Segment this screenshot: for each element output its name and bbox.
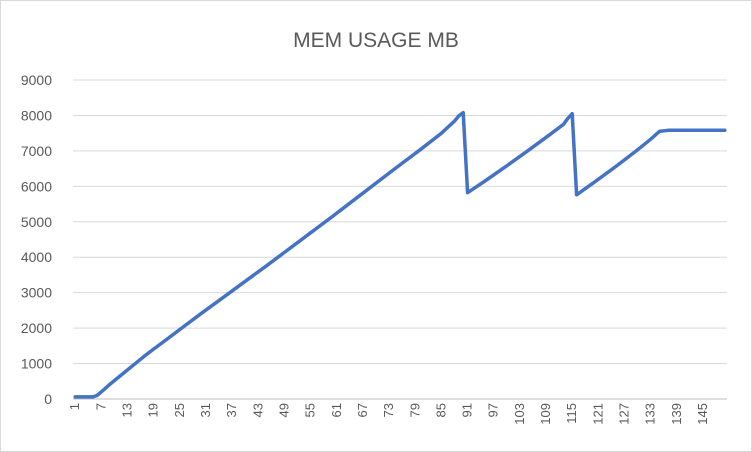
x-tick-label: 133 [643,403,658,425]
x-tick-label: 127 [617,403,632,425]
y-tick-label: 4000 [21,249,52,265]
x-tick-label: 103 [512,403,527,425]
x-tick-label: 139 [669,403,684,425]
x-tick-label: 79 [407,403,422,417]
series-group [73,110,727,399]
x-tick-label: 7 [93,403,108,410]
x-tick-label: 49 [276,403,291,417]
y-tick-label: 1000 [21,356,52,372]
x-axis-ticks: 1 7 13 19 25 31 37 43 49 55 61 67 73 79 85 91 97 103 109 11… [67,403,710,425]
y-tick-label: 3000 [21,285,52,301]
y-axis-ticks: 0 1000 2000 3000 4000 5000 6000 7000 8000 9000 [21,72,52,407]
x-tick-label: 37 [224,403,239,417]
y-tick-label: 9000 [21,72,52,88]
y-tick-label: 7000 [21,143,52,159]
y-tick-label: 2000 [21,320,52,336]
x-tick-label: 97 [486,403,501,417]
chart-title: MEM USAGE MB [293,29,459,52]
x-tick-label: 145 [695,403,710,425]
x-tick-label: 55 [303,403,318,417]
y-tick-label: 0 [44,391,52,407]
x-tick-label: 109 [538,403,553,425]
x-tick-label: 25 [172,403,187,417]
x-tick-label: 85 [433,403,448,417]
x-tick-label: 67 [355,403,370,417]
x-tick-label: 1 [67,403,82,410]
x-tick-label: 121 [590,403,605,425]
series-line-0 [73,110,727,399]
y-tick-label: 6000 [21,178,52,194]
gridlines [73,79,727,365]
y-tick-label: 8000 [21,107,52,123]
y-tick-label: 5000 [21,214,52,230]
x-tick-label: 61 [329,403,344,417]
x-tick-label: 19 [146,403,161,417]
x-tick-label: 115 [564,403,579,424]
x-tick-label: 13 [120,403,135,417]
x-tick-label: 31 [198,403,213,417]
x-tick-label: 91 [460,403,475,417]
x-tick-label: 43 [250,403,265,417]
x-tick-label: 73 [381,403,396,417]
